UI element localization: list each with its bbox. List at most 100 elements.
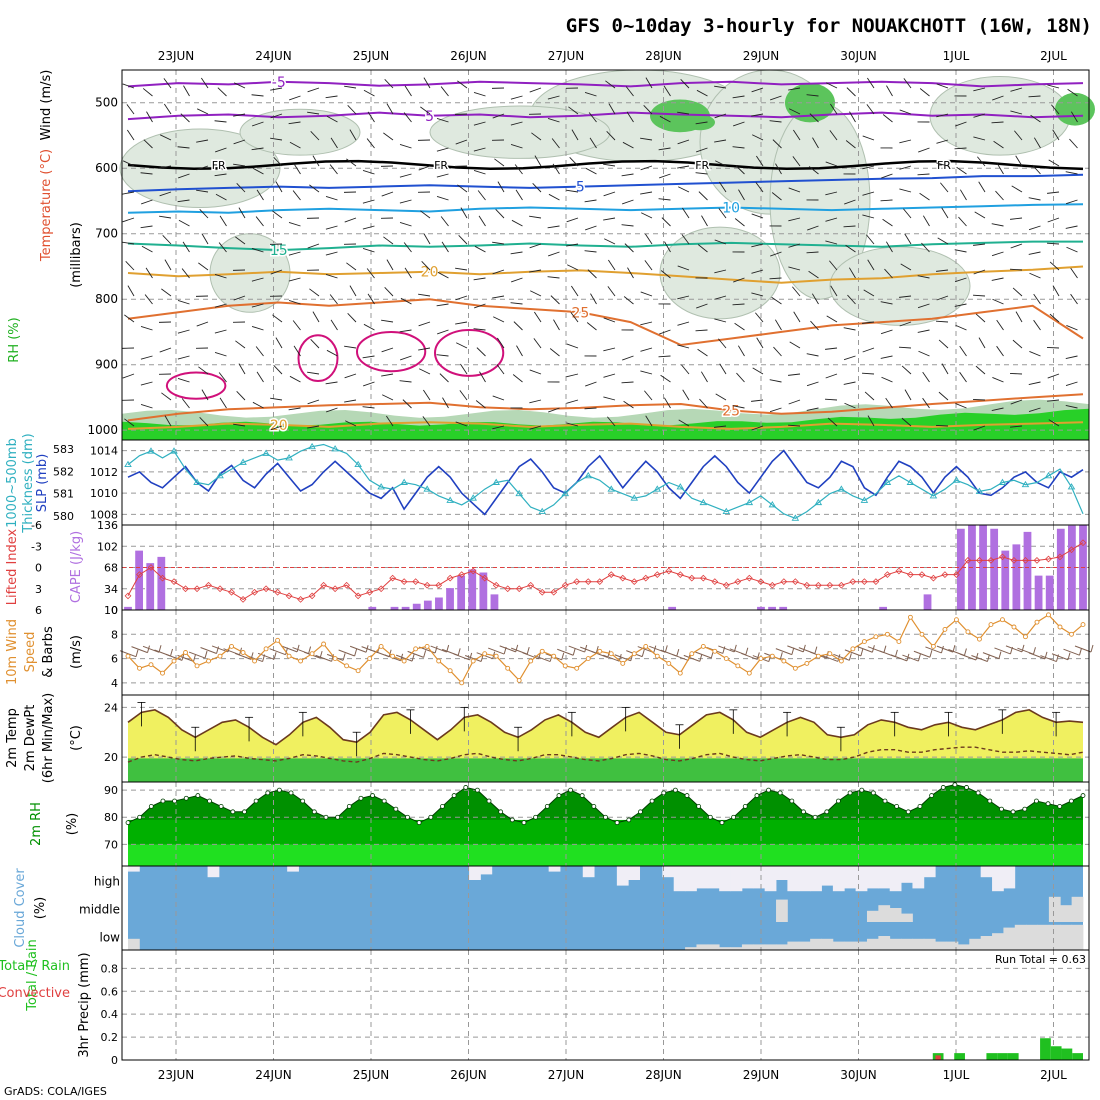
rh-point	[428, 814, 434, 820]
wind-barb	[288, 407, 301, 411]
temp-line	[127, 709, 1084, 746]
wind-barb	[251, 147, 264, 151]
wind-barb	[696, 147, 708, 153]
wind-barb-feather	[170, 648, 173, 657]
wind-barb-10m	[1051, 653, 1069, 661]
precip-bar	[1007, 1053, 1019, 1060]
wind-barb-feather	[963, 648, 967, 656]
rh-point	[940, 785, 946, 790]
wind10-label-3: & Barbs	[41, 626, 56, 678]
isotherm-label: 10	[722, 201, 740, 217]
wind-barb	[219, 215, 227, 227]
rh-point	[1034, 798, 1039, 804]
wind-barb	[700, 371, 708, 383]
lifted-index-point	[182, 585, 189, 593]
wind-barb	[1052, 129, 1060, 141]
wind-barb	[404, 85, 412, 97]
wind-speed-point	[217, 653, 223, 659]
rh-point	[160, 798, 166, 804]
wind-barb	[607, 416, 616, 427]
wind-barb	[344, 217, 357, 223]
wind-barb-feather	[837, 654, 841, 662]
warm-cell-contour	[356, 330, 427, 373]
lifted-index-point	[757, 578, 765, 586]
cloud-clear-segment	[901, 913, 913, 922]
temperature-label: Temperature (°C)	[39, 149, 54, 262]
thickness-point	[561, 489, 570, 497]
wind-barb	[806, 381, 819, 387]
cape-bar	[479, 572, 488, 610]
rh2m-label: 2m RH	[29, 802, 44, 846]
cloud-clear-segment	[1048, 896, 1061, 922]
wind-barb	[621, 224, 634, 227]
wind-barb-feather	[526, 647, 530, 655]
wind-barb	[845, 244, 856, 253]
wind-barb	[587, 269, 597, 279]
thickness-line	[127, 443, 1084, 519]
wind-barb	[941, 207, 949, 219]
wind-barb	[825, 161, 838, 167]
wind-barb-10m	[672, 653, 689, 661]
wind-speed-point	[206, 658, 211, 664]
wind-barb	[880, 301, 893, 305]
wind-barb	[903, 78, 912, 89]
lifted-index-point	[1056, 553, 1064, 561]
rh-point	[1045, 801, 1051, 807]
wind-speed-point	[194, 663, 200, 669]
wind-barb	[663, 85, 671, 97]
wind-10m-panel: 10 8 6 4 10m Wind Speed & Barbs (m/s)	[5, 604, 1094, 696]
wind-barb-10m	[833, 653, 850, 661]
wind-barb	[975, 365, 986, 375]
wind-barb	[881, 173, 893, 179]
wind-speed-point	[930, 643, 936, 649]
wind-barb	[177, 146, 190, 149]
wind-barb	[473, 121, 486, 126]
wind-barb	[477, 190, 486, 201]
wind-barb	[492, 113, 505, 119]
wind-barb	[272, 314, 283, 323]
rh-shade	[659, 226, 781, 320]
lifted-index-point	[999, 553, 1006, 561]
wind-barb	[771, 192, 782, 201]
wind-barb-10m	[971, 655, 988, 662]
wind-barb	[1046, 346, 1060, 349]
wind-barb	[456, 342, 468, 349]
wind-speed-point	[413, 646, 419, 652]
wind-barb	[492, 395, 505, 401]
upper-air-panel: 500 600 700 800 900 1000 -5 5 5 10 15 20 25 25 20 FR FR F…	[7, 69, 1095, 441]
thickness-point	[952, 476, 961, 483]
wind-barb	[917, 329, 930, 333]
wind-barb	[826, 315, 838, 323]
wind-barb	[732, 146, 745, 149]
wind-barb	[866, 104, 875, 115]
wind-barb	[180, 113, 190, 123]
wind-barb	[866, 234, 875, 245]
wind-barb	[715, 160, 727, 167]
wind-barb	[1065, 355, 1078, 360]
wind-barb	[547, 276, 560, 279]
wind-barb	[349, 129, 357, 141]
wind-barb-feather	[1067, 652, 1071, 660]
wind-barb	[436, 303, 449, 307]
wind-barb	[585, 381, 597, 387]
cape-bar	[490, 594, 499, 610]
wind-barb	[233, 139, 246, 145]
wind-barb	[403, 112, 412, 123]
wind-barb	[812, 137, 819, 149]
lifted-index-point	[745, 574, 753, 582]
wind-barb	[788, 243, 801, 248]
cape-bar	[757, 606, 765, 610]
wind-speed-point	[597, 648, 603, 654]
precip-bar	[1061, 1048, 1073, 1060]
wind-barb	[196, 165, 209, 171]
wind-speed-point	[804, 660, 810, 666]
cloud-clear-segment	[992, 933, 1004, 950]
top-date-tick: 2JUL	[1040, 49, 1067, 63]
wind-barb	[826, 82, 838, 89]
wind-barb-10m	[557, 648, 574, 656]
lifted-index-point	[665, 567, 673, 575]
rh-point	[754, 793, 760, 798]
wind-barb	[383, 236, 394, 245]
wind-barb-10m	[568, 645, 585, 653]
wind-speed-point	[562, 663, 568, 669]
